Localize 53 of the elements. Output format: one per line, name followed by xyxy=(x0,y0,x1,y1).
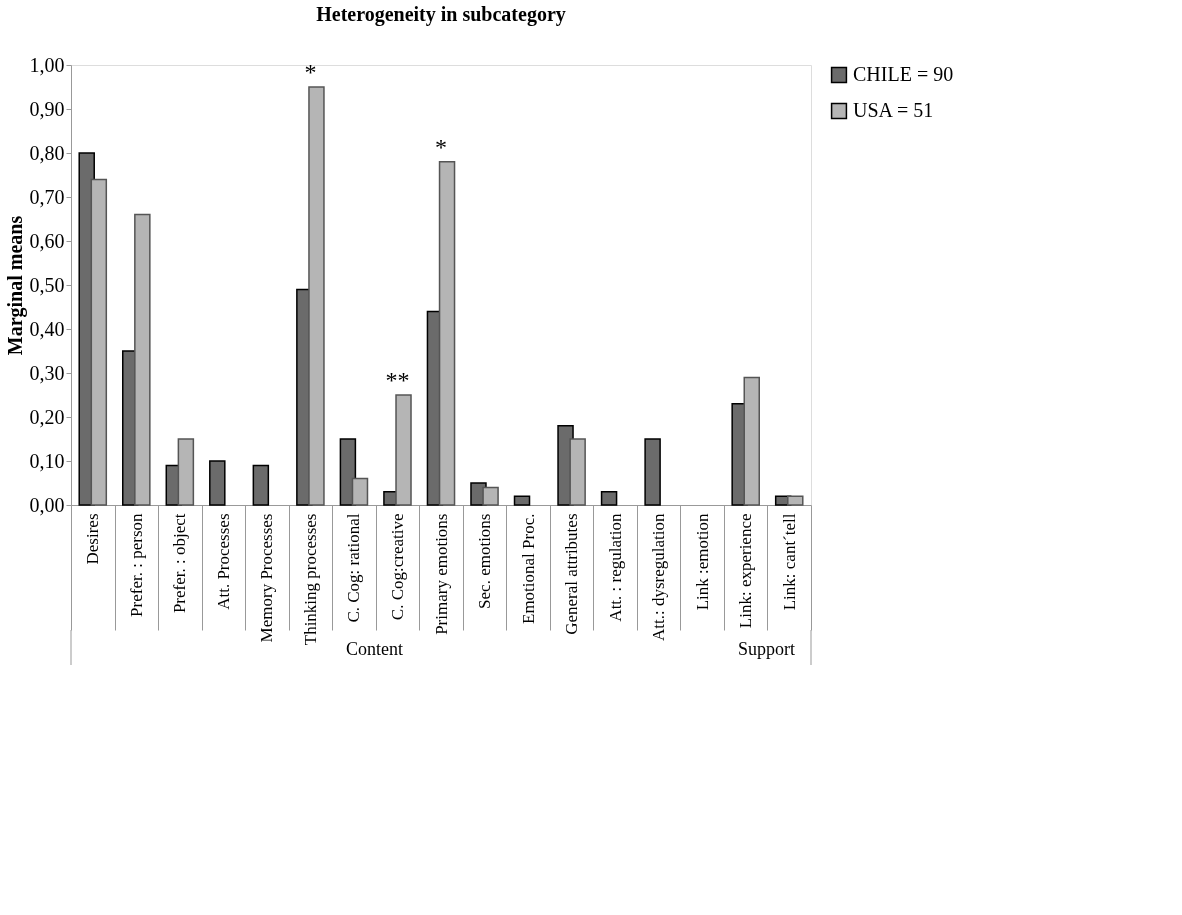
y-tick-label: 0,10 xyxy=(29,449,65,472)
x-tick-label: Emotional Proc. xyxy=(518,513,538,624)
chart-title: Heterogeneity in subcategory xyxy=(316,3,566,26)
bar xyxy=(209,460,226,506)
x-tick-label: Prefer. : object xyxy=(170,513,190,614)
x-tick-label: Link: cant´tell xyxy=(779,513,799,611)
x-tick-label: Prefer. : person xyxy=(126,513,146,617)
y-tick-label: 0,20 xyxy=(29,405,65,428)
y-tick-label: 0,50 xyxy=(29,273,65,296)
y-tick-label: 0,00 xyxy=(29,493,65,516)
bar xyxy=(644,438,661,506)
bar xyxy=(438,161,456,506)
text: Content xyxy=(345,639,403,659)
bar xyxy=(308,86,325,506)
x-tick-label: Att. Processes xyxy=(213,513,233,610)
y-tick-label: 0,70 xyxy=(29,185,65,208)
bar xyxy=(177,438,195,506)
annotation: * xyxy=(304,59,317,85)
legend-label: USA = 51 xyxy=(853,99,934,121)
bar xyxy=(395,394,412,506)
bar xyxy=(600,491,618,506)
y-tick-label: 0,80 xyxy=(29,141,65,164)
y-tick-label: 0,90 xyxy=(29,97,65,120)
annotation: ** xyxy=(385,367,410,393)
x-tick-label: C. Cog: rational xyxy=(344,513,364,623)
x-tick-label: Thinking processes xyxy=(300,513,320,646)
bar xyxy=(252,464,270,506)
x-tick-label: Primary emotions xyxy=(431,513,451,635)
bar xyxy=(482,486,499,506)
bar xyxy=(787,495,804,506)
x-tick-label: C. Cog:creative xyxy=(387,513,407,621)
bar xyxy=(569,438,586,506)
x-tick-label: Link :emotion xyxy=(692,513,712,611)
y-tick-label: 0,60 xyxy=(29,229,65,252)
x-tick-label: Link: experience xyxy=(736,513,756,629)
x-tick-label: Memory Processes xyxy=(257,513,277,643)
annotation: * xyxy=(435,133,447,160)
y-tick-label: 0,40 xyxy=(29,317,65,340)
x-tick-label: General attributes xyxy=(562,513,582,635)
y-tick-label: 0,30 xyxy=(29,361,65,384)
legend-label: CHILE = 90 xyxy=(853,63,954,85)
bar xyxy=(513,495,531,506)
x-tick-label: Att. : regulation xyxy=(605,513,625,622)
y-tick-label: 1,00 xyxy=(29,53,65,76)
x-tick-label: Att.: dysregulation xyxy=(649,513,669,641)
bar xyxy=(134,213,151,506)
bar xyxy=(351,477,369,506)
x-tick-label: Desires xyxy=(83,513,103,565)
x-tick-label: Sec. emotions xyxy=(475,513,495,609)
y-axis-title: Marginal means xyxy=(3,215,27,356)
bar xyxy=(743,376,760,506)
text: Support xyxy=(738,639,796,659)
bar xyxy=(90,178,108,506)
